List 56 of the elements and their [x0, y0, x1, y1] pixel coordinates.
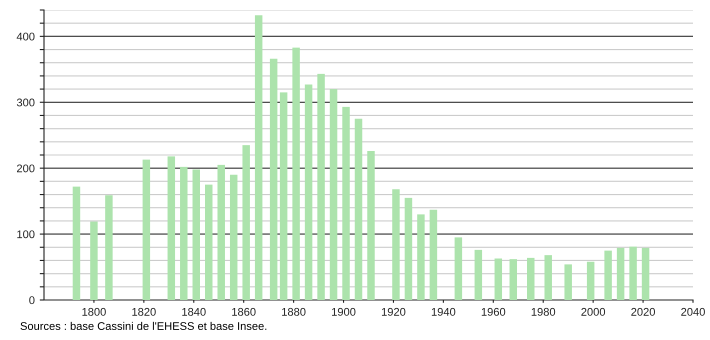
bar — [354, 118, 362, 300]
bar — [270, 58, 278, 300]
x-tick-label: 1940 — [432, 308, 456, 316]
x-tick-label: 1960 — [482, 308, 506, 316]
x-tick-label: 1880 — [282, 308, 306, 316]
bar — [417, 214, 425, 300]
x-tick-label: 1900 — [332, 308, 356, 316]
bar — [342, 106, 350, 300]
bar — [217, 164, 225, 300]
bar — [494, 258, 502, 300]
y-tick-label: 0 — [29, 296, 35, 304]
bar — [192, 170, 200, 300]
y-tick-label: 400 — [16, 32, 35, 40]
bar — [330, 89, 338, 300]
bar — [586, 262, 594, 300]
bar — [629, 246, 637, 300]
bar — [510, 259, 518, 300]
bar — [105, 195, 113, 300]
bar — [616, 248, 624, 300]
bar — [604, 250, 612, 300]
bar — [242, 145, 250, 300]
bar — [90, 222, 98, 300]
x-tick-label: 1920 — [382, 308, 406, 316]
x-tick-label: 2040 — [681, 308, 705, 316]
bar — [642, 248, 650, 300]
bar — [474, 250, 482, 300]
source-note: Sources : base Cassini de l'EHESS et base Insee. — [20, 322, 266, 330]
bar — [404, 198, 412, 300]
x-tick-label: 2020 — [631, 308, 656, 316]
x-tick-label: 2000 — [581, 308, 606, 316]
bar — [544, 255, 552, 300]
y-tick-label: 300 — [16, 98, 35, 106]
bar — [564, 264, 572, 300]
y-tick-label: 100 — [17, 230, 35, 238]
y-tick-label: 200 — [16, 164, 35, 172]
x-tick-label: 1800 — [82, 308, 106, 316]
bar — [430, 210, 438, 300]
x-tick-label: 1840 — [182, 308, 206, 316]
bar — [454, 237, 462, 300]
bar — [230, 174, 238, 300]
bar — [72, 186, 80, 300]
x-tick-label: 1860 — [232, 308, 256, 316]
bar — [280, 92, 288, 300]
bar — [392, 189, 400, 300]
bar — [142, 160, 150, 300]
x-tick-label: 1820 — [132, 308, 156, 316]
bar — [317, 74, 325, 300]
bar — [180, 166, 188, 300]
bar — [168, 156, 176, 300]
bar — [254, 15, 262, 300]
x-tick-label: 1980 — [532, 308, 556, 316]
bar — [205, 184, 212, 300]
bar — [304, 84, 312, 300]
bar — [527, 258, 534, 300]
bar — [367, 151, 375, 300]
bar — [292, 48, 300, 300]
